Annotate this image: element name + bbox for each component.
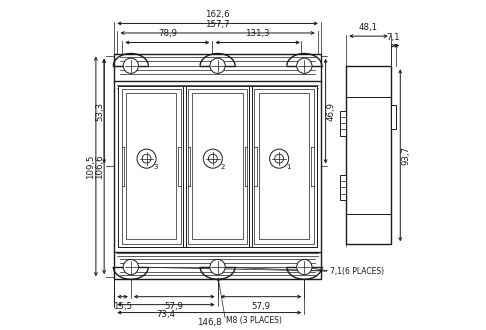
Text: M8 (3 PLACES): M8 (3 PLACES) bbox=[226, 316, 281, 325]
Text: 157,7: 157,7 bbox=[205, 20, 230, 29]
Circle shape bbox=[275, 154, 284, 163]
Text: 1: 1 bbox=[286, 164, 291, 170]
Circle shape bbox=[296, 58, 312, 73]
Bar bbox=[254, 89, 313, 244]
Bar bbox=[340, 175, 346, 200]
Circle shape bbox=[137, 149, 156, 168]
Text: 73,4: 73,4 bbox=[156, 310, 175, 319]
Text: 131,3: 131,3 bbox=[245, 29, 270, 38]
Bar bbox=[118, 86, 317, 247]
Text: 3: 3 bbox=[154, 164, 158, 170]
Bar bbox=[188, 89, 247, 244]
Circle shape bbox=[142, 154, 151, 163]
Text: 48,1: 48,1 bbox=[359, 23, 378, 32]
Circle shape bbox=[123, 58, 139, 73]
Circle shape bbox=[296, 259, 312, 275]
Text: 7,1: 7,1 bbox=[386, 33, 400, 42]
Text: 57,9: 57,9 bbox=[251, 302, 270, 311]
Text: 78,9: 78,9 bbox=[158, 29, 177, 38]
Circle shape bbox=[208, 154, 217, 163]
Bar bbox=[114, 53, 321, 279]
Bar bbox=[340, 111, 346, 136]
Bar bbox=[259, 93, 309, 240]
Text: 2: 2 bbox=[220, 164, 225, 170]
Circle shape bbox=[123, 259, 139, 275]
Bar bbox=[122, 89, 181, 244]
Text: 53,3: 53,3 bbox=[95, 102, 104, 121]
Bar bbox=[346, 66, 391, 244]
Text: 109,5: 109,5 bbox=[87, 154, 95, 179]
Bar bbox=[126, 93, 176, 240]
Text: 146,8: 146,8 bbox=[197, 318, 222, 327]
Circle shape bbox=[210, 259, 225, 275]
Circle shape bbox=[210, 58, 225, 73]
Bar bbox=[192, 93, 243, 240]
Text: 106,6: 106,6 bbox=[95, 154, 104, 179]
Text: 162,6: 162,6 bbox=[205, 10, 230, 19]
Circle shape bbox=[203, 149, 223, 168]
Text: 46,9: 46,9 bbox=[327, 102, 336, 120]
Text: 93,7: 93,7 bbox=[401, 146, 411, 165]
Text: 7,1(6 PLACES): 7,1(6 PLACES) bbox=[330, 267, 384, 276]
Text: 15,5: 15,5 bbox=[113, 302, 132, 311]
Bar bbox=[391, 106, 396, 129]
Circle shape bbox=[270, 149, 289, 168]
Text: 57,9: 57,9 bbox=[165, 302, 184, 311]
